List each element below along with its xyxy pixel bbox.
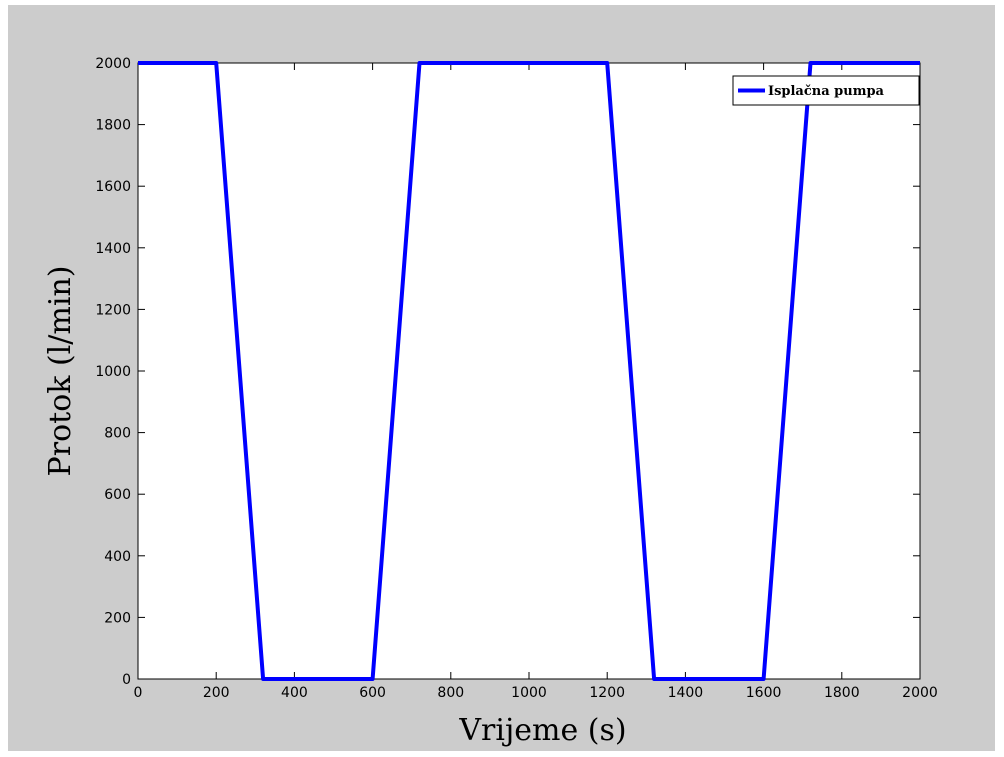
x-tick-label: 400 bbox=[281, 685, 308, 701]
x-tick-label: 200 bbox=[203, 685, 230, 701]
y-tick-label: 2000 bbox=[95, 56, 131, 72]
series-lines bbox=[138, 61, 920, 681]
y-tick-label: 800 bbox=[104, 426, 131, 442]
y-tick-label: 600 bbox=[104, 487, 131, 503]
x-tick-label: 1000 bbox=[511, 685, 547, 701]
y-tick-label: 0 bbox=[122, 672, 131, 688]
x-tick-label: 1800 bbox=[824, 685, 860, 701]
y-tick-label: 400 bbox=[104, 549, 131, 565]
x-tick-label: 1600 bbox=[746, 685, 782, 701]
y-tick-label: 1000 bbox=[95, 364, 131, 380]
plot-area bbox=[137, 62, 921, 680]
y-axis-tick-labels: 0 200 400 600 800 1000 1200 1400 1600 1800 2000 bbox=[95, 56, 131, 688]
y-tick-label: 1800 bbox=[95, 118, 131, 134]
x-tick-label: 2000 bbox=[902, 685, 938, 701]
y-tick-label: 1200 bbox=[95, 302, 131, 318]
x-axis-title: Vrijeme (s) bbox=[458, 713, 626, 748]
x-tick-label: 600 bbox=[359, 685, 386, 701]
x-tick-label: 1400 bbox=[668, 685, 704, 701]
x-tick-label: 1200 bbox=[589, 685, 625, 701]
y-tick-label: 200 bbox=[104, 610, 131, 626]
x-tick-label: 0 bbox=[134, 685, 143, 701]
legend: Isplačna pumpa bbox=[732, 75, 920, 106]
legend-label: Isplačna pumpa bbox=[768, 84, 885, 99]
x-tick-label: 800 bbox=[437, 685, 464, 701]
y-tick-label: 1600 bbox=[95, 179, 131, 195]
series-line bbox=[138, 61, 920, 681]
y-axis-title: Protok (l/min) bbox=[43, 266, 78, 477]
y-tick-label: 1400 bbox=[95, 241, 131, 257]
x-axis-tick-labels: 0 200 400 600 800 1000 1200 1400 1600 1800 2000 bbox=[134, 685, 938, 701]
